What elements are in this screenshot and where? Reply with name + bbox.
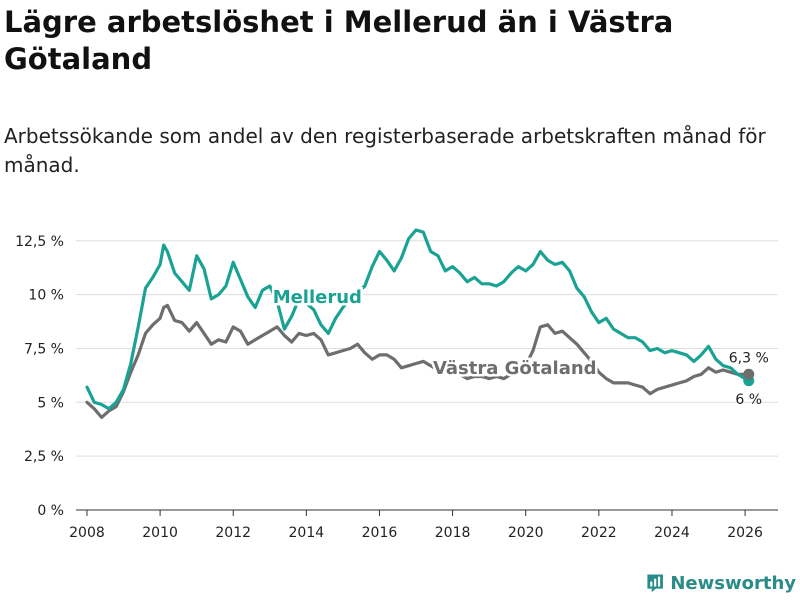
bar-chart-logo-icon (647, 574, 663, 593)
x-tick-label: 2024 (654, 525, 690, 541)
chart-subtitle: Arbetssökande som andel av den registerb… (4, 124, 766, 177)
axes: 0 % 2,5 % 5 % 7,5 % 10 % 12,5 % 2008 2010 2012 20… (15, 234, 763, 541)
x-tick-label: 2010 (142, 525, 178, 541)
x-tick-label: 2022 (581, 525, 617, 541)
x-tick-label: 2020 (508, 525, 544, 541)
x-tick-label: 2012 (215, 525, 251, 541)
x-tick-label: 2026 (727, 525, 763, 541)
series-label-mellerud: Mellerud (273, 287, 362, 308)
y-tick-label: 2,5 % (24, 449, 64, 465)
end-marker-vastra-gotaland (743, 368, 755, 380)
series-line-mellerud (85, 228, 751, 411)
x-tick-label: 2008 (69, 525, 105, 541)
end-label-vastra-gotaland: 6,3 % (729, 350, 769, 366)
y-tick-label: 12,5 % (15, 234, 64, 250)
series-lines (85, 228, 751, 419)
series-line-vastra-gotaland (85, 303, 751, 419)
x-tick-label: 2016 (362, 525, 398, 541)
y-tick-label: 0 % (37, 503, 64, 519)
series-labels: Mellerud Västra Götaland (270, 284, 599, 381)
x-tick-label: 2014 (289, 525, 325, 541)
y-tick-label: 7,5 % (24, 341, 64, 357)
end-label-mellerud: 6 % (735, 392, 762, 408)
end-markers: 6 % 6,3 % (729, 350, 769, 407)
x-tick-label: 2018 (435, 525, 471, 541)
logo-text: Newsworthy (670, 572, 796, 594)
newsworthy-logo: Newsworthy (646, 568, 796, 598)
chart-title: Lägre arbetslöshet i Mellerud än i Västr… (4, 5, 674, 76)
y-tick-label: 5 % (37, 395, 64, 411)
y-tick-label: 10 % (28, 288, 64, 304)
series-label-vastra-gotaland: Västra Götaland (433, 358, 597, 379)
